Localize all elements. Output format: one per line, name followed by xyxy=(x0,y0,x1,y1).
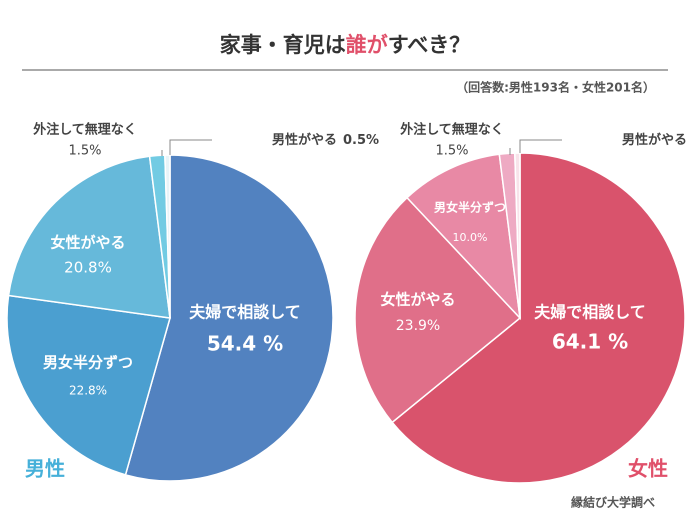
value-label: 22.8% xyxy=(69,384,107,398)
pie-name: 女性 xyxy=(628,457,668,481)
value-label: 0.5% xyxy=(343,133,379,148)
title-segment: 家事・育児は xyxy=(220,33,346,57)
category-label: 外注して無理なく xyxy=(32,122,137,138)
value-label: 20.8% xyxy=(64,259,112,277)
category-label: 女性がやる xyxy=(50,234,125,252)
leader-line xyxy=(519,139,562,153)
value-label: 1.5% xyxy=(68,144,101,159)
pie-slice xyxy=(354,196,522,424)
pie-slice xyxy=(6,294,171,476)
leader-line xyxy=(169,139,212,155)
category-label: 男性がやる xyxy=(272,132,337,148)
category-label: 男性がやる xyxy=(622,132,687,148)
value-label: 1.5% xyxy=(435,144,468,159)
pie-slice xyxy=(124,154,334,482)
value-label: 23.9% xyxy=(396,318,440,334)
pie-slice xyxy=(405,153,522,321)
category-label: 男女半分ずつ xyxy=(43,354,133,372)
value-label: 10.0% xyxy=(453,231,488,244)
pie-slice xyxy=(7,155,171,319)
pie-slice xyxy=(391,152,686,484)
category-label: 夫婦で相談して xyxy=(534,303,646,322)
value-label: 54.4 % xyxy=(207,332,283,356)
category-label: 女性がやる xyxy=(380,291,455,309)
category-label: 夫婦で相談して xyxy=(189,303,301,322)
slice-label: 男性がやる 0.5% xyxy=(272,132,379,148)
chart-title: 家事・育児は誰がすべき？ xyxy=(220,33,471,57)
category-label: 外注して無理なく xyxy=(399,122,504,138)
pie-name: 男性 xyxy=(25,457,65,481)
category-label: 男女半分ずつ xyxy=(434,200,506,215)
subtitle: （回答数:男性193名・女性201名） xyxy=(456,80,655,95)
value-label: 64.1 % xyxy=(552,330,628,354)
source: 縁結び大学調べ xyxy=(571,495,655,510)
title-segment: 誰が xyxy=(346,33,388,57)
title-segment: すべき？ xyxy=(388,33,471,57)
